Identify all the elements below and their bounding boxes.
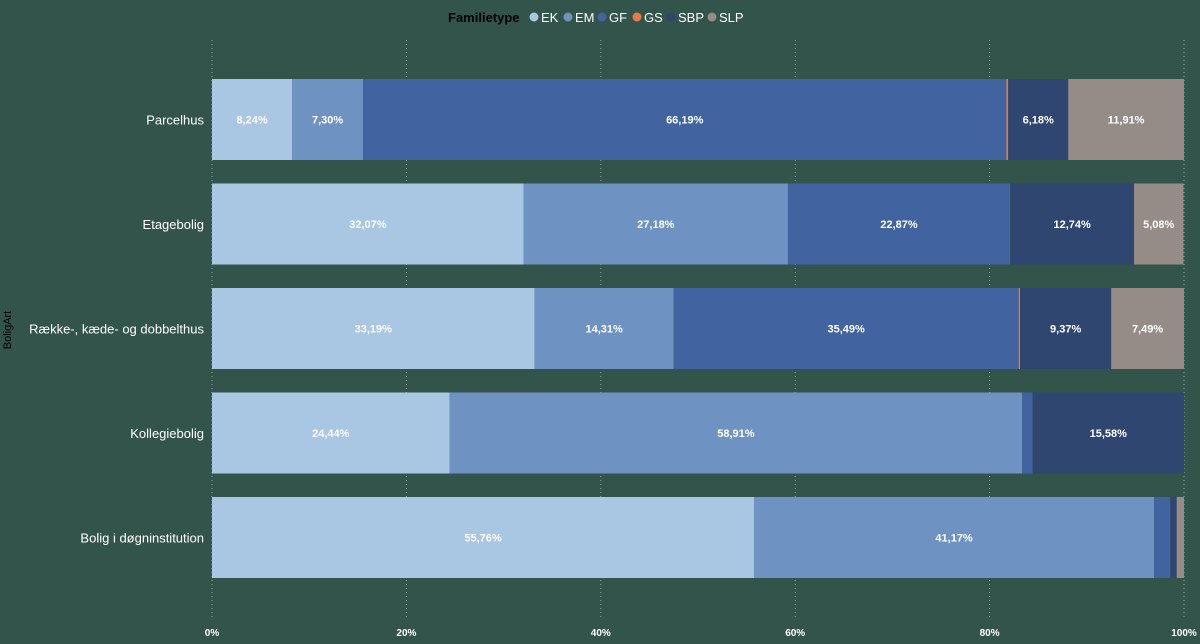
- category-label: Parcelhus: [146, 113, 204, 128]
- legend-marker: [529, 12, 539, 22]
- bar-segment-sbp[interactable]: [1170, 497, 1177, 578]
- bar-row: 8,24% 7,30% 66,19% 6,18% 11,91%: [212, 79, 1184, 160]
- bar-segment-slp[interactable]: [1134, 183, 1184, 265]
- legend-marker: [632, 12, 642, 22]
- legend-label: EK: [541, 10, 559, 25]
- bar-segment-gs[interactable]: [1018, 288, 1021, 369]
- data-label: 11,91%: [1108, 115, 1145, 127]
- bar-segment-slp[interactable]: [1176, 497, 1184, 578]
- legend-label: SLP: [719, 10, 744, 25]
- legend-item-gf[interactable]: GF: [597, 10, 628, 25]
- legend-marker: [707, 12, 717, 22]
- data-label: 32,07%: [349, 219, 387, 231]
- x-tick-label: 0%: [205, 628, 220, 639]
- data-label: 35,49%: [828, 324, 866, 336]
- legend-title: Familietype: [448, 10, 520, 25]
- legend-label: GF: [609, 10, 627, 25]
- bar-segment-ek[interactable]: [212, 288, 535, 369]
- bar-segment-ek[interactable]: [212, 79, 293, 160]
- data-label: 5,08%: [1143, 219, 1174, 231]
- data-label: 15,58%: [1090, 428, 1128, 440]
- bar-segment-gs[interactable]: [1006, 79, 1009, 160]
- bar-segment-ek[interactable]: [212, 497, 754, 578]
- category-labels: Parcelhus Etagebolig Række-, kæde- og dobb…: [29, 113, 204, 546]
- bar-segment-gf[interactable]: [363, 79, 1007, 160]
- bar-segment-em[interactable]: [753, 497, 1155, 578]
- legend-item-sbp[interactable]: SBP: [666, 10, 705, 25]
- bar-segment-em[interactable]: [534, 288, 674, 369]
- data-label: 58,91%: [717, 428, 755, 440]
- data-label: 7,49%: [1132, 324, 1163, 336]
- legend-item-gs[interactable]: GS: [632, 10, 664, 25]
- data-label: 6,18%: [1023, 115, 1054, 127]
- category-label: Række-, kæde- og dobbelthus: [29, 322, 204, 337]
- legend-marker: [597, 12, 607, 22]
- legend: Familietype EK EM GF GS SBP SLP: [448, 10, 744, 25]
- data-label: 8,24%: [236, 115, 267, 127]
- bar-row: 33,19% 14,31% 35,49% 9,37% 7,49%: [212, 288, 1184, 369]
- bar-segment-sbp[interactable]: [1020, 288, 1112, 369]
- data-label: 33,19%: [355, 324, 393, 336]
- bar-row: 24,44% 58,91% 15,58%: [212, 392, 1184, 474]
- legend-label: SBP: [678, 10, 704, 25]
- data-label: 7,30%: [312, 115, 343, 127]
- data-label: 55,76%: [464, 533, 502, 545]
- data-label: 9,37%: [1050, 324, 1081, 336]
- legend-marker: [666, 12, 676, 22]
- data-label: 41,17%: [935, 533, 973, 545]
- bar-segment-ek[interactable]: [212, 183, 524, 265]
- x-tick-label: 60%: [785, 628, 805, 639]
- bar-row: 32,07% 27,18% 22,87% 12,74% 5,08%: [212, 183, 1184, 265]
- bar-segment-em[interactable]: [292, 79, 364, 160]
- legend-item-ek[interactable]: EK: [529, 10, 559, 25]
- bar-segment-gf[interactable]: [673, 288, 1019, 369]
- x-tick-label: 100%: [1171, 628, 1197, 639]
- x-tick-label: 40%: [591, 628, 611, 639]
- bars: 8,24% 7,30% 66,19% 6,18% 11,91% 32,07% 27,18% 2…: [212, 79, 1184, 578]
- bar-segment-sbp[interactable]: [1010, 183, 1135, 265]
- x-tick-label: 80%: [980, 628, 1000, 639]
- bar-segment-sbp[interactable]: [1032, 392, 1184, 474]
- bar-segment-slp[interactable]: [1111, 288, 1184, 369]
- x-tick-label: 20%: [396, 628, 416, 639]
- y-axis-title: BoligArt: [2, 311, 14, 350]
- data-label: 66,19%: [666, 115, 704, 127]
- category-label: Bolig i døgninstitution: [80, 531, 204, 546]
- legend-label: GS: [644, 10, 663, 25]
- bar-segment-gf[interactable]: [1154, 497, 1171, 578]
- category-label: Etagebolig: [143, 217, 204, 232]
- bar-segment-gf[interactable]: [787, 183, 1011, 265]
- legend-item-slp[interactable]: SLP: [707, 10, 744, 25]
- bar-segment-em[interactable]: [449, 392, 1023, 474]
- bar-segment-slp[interactable]: [1068, 79, 1184, 160]
- data-label: 14,31%: [585, 324, 623, 336]
- legend-marker: [563, 12, 573, 22]
- bar-segment-gf[interactable]: [1022, 392, 1033, 474]
- bar-segment-ek[interactable]: [212, 392, 450, 474]
- bar-row: 55,76% 41,17%: [212, 497, 1184, 578]
- data-label: 24,44%: [312, 428, 350, 440]
- legend-label: EM: [575, 10, 595, 25]
- data-label: 27,18%: [637, 219, 675, 231]
- legend-item-em[interactable]: EM: [563, 10, 595, 25]
- data-label: 12,74%: [1053, 219, 1091, 231]
- data-label: 22,87%: [880, 219, 918, 231]
- x-axis-ticks: 0% 20% 40% 60% 80% 100%: [205, 628, 1197, 639]
- bar-segment-sbp[interactable]: [1008, 79, 1069, 160]
- category-label: Kollegiebolig: [130, 426, 204, 441]
- bar-segment-em[interactable]: [523, 183, 788, 265]
